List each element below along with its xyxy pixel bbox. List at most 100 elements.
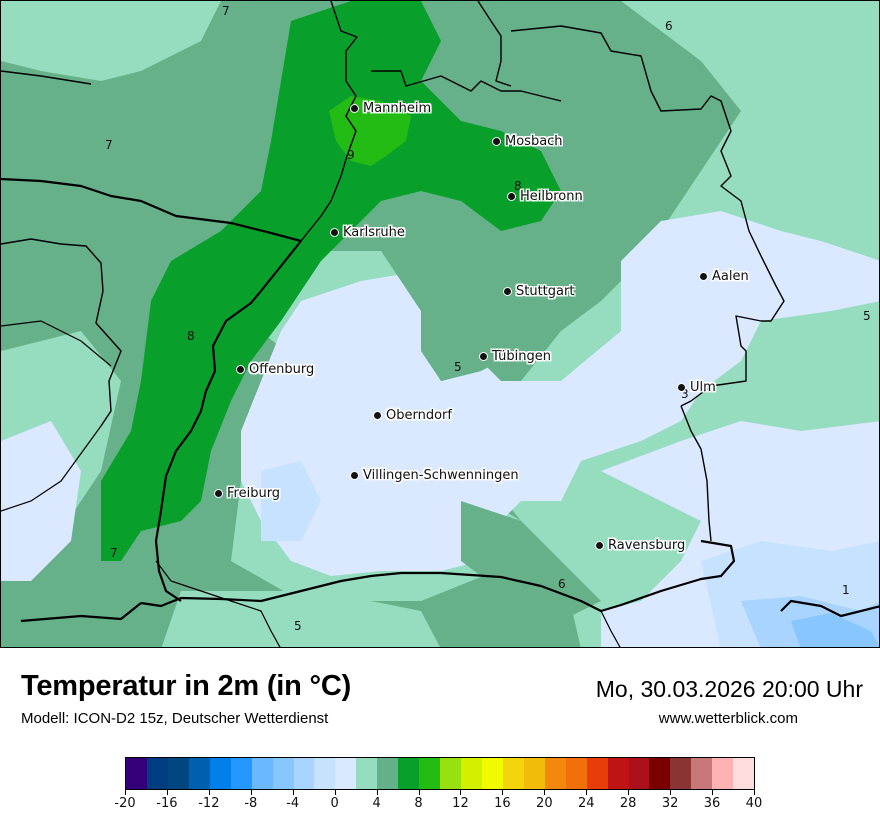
forecast-datetime: Mo, 30.03.2026 20:00 Uhr	[595, 676, 863, 702]
city-dot-icon	[350, 104, 359, 113]
city-marker: Stuttgart	[503, 284, 574, 299]
city-label: Villingen-Schwenningen	[363, 468, 519, 483]
colorbar-tick-label: 4	[372, 796, 381, 811]
city-dot-icon	[492, 137, 501, 146]
contour-label: 7	[105, 138, 113, 152]
city-label: Oberndorf	[386, 408, 452, 423]
colorbar-segment	[167, 758, 189, 789]
colorbar-tick	[544, 790, 546, 795]
city-marker: Offenburg	[236, 362, 314, 377]
city-dot-icon	[503, 287, 512, 296]
contour-label: 5	[863, 309, 871, 323]
colorbar-tick	[628, 790, 630, 795]
colorbar-segment	[272, 758, 294, 789]
colorbar-segment	[628, 758, 650, 789]
city-dot-icon	[507, 192, 516, 201]
colorbar-segment	[126, 758, 147, 789]
colorbar-segment	[461, 758, 482, 789]
colorbar-segment	[733, 758, 755, 789]
city-marker: Ulm	[677, 380, 716, 395]
city-dot-icon	[214, 489, 223, 498]
city-dot-icon	[479, 352, 488, 361]
colorbar-segment	[230, 758, 252, 789]
city-label: Ulm	[690, 380, 716, 395]
city-dot-icon	[350, 471, 359, 480]
colorbar-tick-label: -4	[286, 796, 300, 811]
colorbar-segment	[649, 758, 671, 789]
colorbar-tick	[586, 790, 588, 795]
colorbar-segment	[440, 758, 461, 789]
colorbar-tick	[376, 790, 378, 795]
colorbar-segment	[502, 758, 524, 789]
city-dot-icon	[373, 411, 382, 420]
colorbar-tick-label: -12	[198, 796, 220, 811]
colorbar-segment	[565, 758, 587, 789]
colorbar-tick	[712, 790, 714, 795]
colorbar-segment	[251, 758, 273, 789]
city-label: Aalen	[712, 269, 749, 284]
colorbar-tick-label: 8	[414, 796, 423, 811]
colorbar-tick	[670, 790, 672, 795]
city-marker: Oberndorf	[373, 408, 452, 423]
colorbar-tick	[502, 790, 504, 795]
city-marker: Heilbronn	[507, 189, 583, 204]
city-marker: Ravensburg	[595, 538, 685, 553]
city-marker: Freiburg	[214, 486, 280, 501]
colorbar-segment	[188, 758, 210, 789]
colorbar-tick-label: -16	[156, 796, 178, 811]
city-marker: Villingen-Schwenningen	[350, 468, 519, 483]
contour-label: 6	[558, 577, 566, 591]
city-marker: Karlsruhe	[330, 225, 405, 240]
model-source: Modell: ICON-D2 15z, Deutscher Wetterdie…	[21, 710, 329, 727]
colorbar-segment	[335, 758, 357, 789]
map-title: Temperatur in 2m (in °C)	[21, 670, 352, 702]
colorbar-segment	[586, 758, 608, 789]
city-dot-icon	[677, 383, 686, 392]
contour-label: 8	[514, 179, 522, 193]
colorbar-segment	[670, 758, 692, 789]
colorbar-tick-label: 28	[619, 796, 637, 811]
colorbar-segment	[356, 758, 378, 789]
colorbar-segment	[377, 758, 399, 789]
colorbar-segment	[209, 758, 231, 789]
colorbar-tick-label: 16	[494, 796, 511, 811]
city-marker: Mosbach	[492, 134, 563, 149]
colorbar-tick	[292, 790, 294, 795]
colorbar-segment	[419, 758, 441, 789]
city-label: Tübingen	[492, 349, 551, 364]
colorbar-tick	[418, 790, 420, 795]
city-label: Stuttgart	[516, 284, 575, 299]
colorbar-segment	[293, 758, 315, 789]
colorbar-ticks: -20 -16 -12 -8 -4 0 4 8 12 16 20 24 28 32 36 40	[114, 790, 762, 820]
city-dot-icon	[595, 541, 604, 550]
colorbar-segment	[398, 758, 420, 789]
colorbar-segment	[691, 758, 713, 789]
colorbar-tick-label: -8	[244, 796, 258, 811]
city-label: Ravensburg	[608, 538, 686, 553]
colorbar-tick-label: 20	[536, 796, 553, 811]
city-label: Mosbach	[505, 134, 563, 149]
colorbar-tick-label: 36	[703, 796, 721, 811]
colorbar-tick-label: 40	[745, 796, 763, 811]
colorbar-segment	[544, 758, 566, 789]
colorbar-segment	[481, 758, 503, 789]
website-link[interactable]: www.wetterblick.com	[658, 710, 798, 727]
contour-label: 5	[294, 619, 302, 633]
colorbar-tick	[208, 790, 210, 795]
colorbar-segment	[146, 758, 168, 789]
colorbar-tick-label: 24	[577, 796, 595, 811]
city-label: Karlsruhe	[343, 225, 405, 240]
contour-label: 7	[222, 4, 230, 18]
contour-label: 7	[110, 546, 118, 560]
contour-label: 9	[347, 148, 355, 162]
city-marker: Aalen	[699, 269, 749, 284]
colorbar-tick	[334, 790, 336, 795]
colorbar-tick	[460, 790, 462, 795]
colorbar-tick-label: 0	[330, 796, 339, 811]
contour-label: 3	[681, 387, 689, 401]
contour-label: 6	[665, 19, 673, 33]
colorbar-tick	[125, 790, 126, 795]
temperature-field	[1, 1, 879, 647]
colorbar-segment	[607, 758, 629, 789]
colorbar-segment	[712, 758, 734, 789]
